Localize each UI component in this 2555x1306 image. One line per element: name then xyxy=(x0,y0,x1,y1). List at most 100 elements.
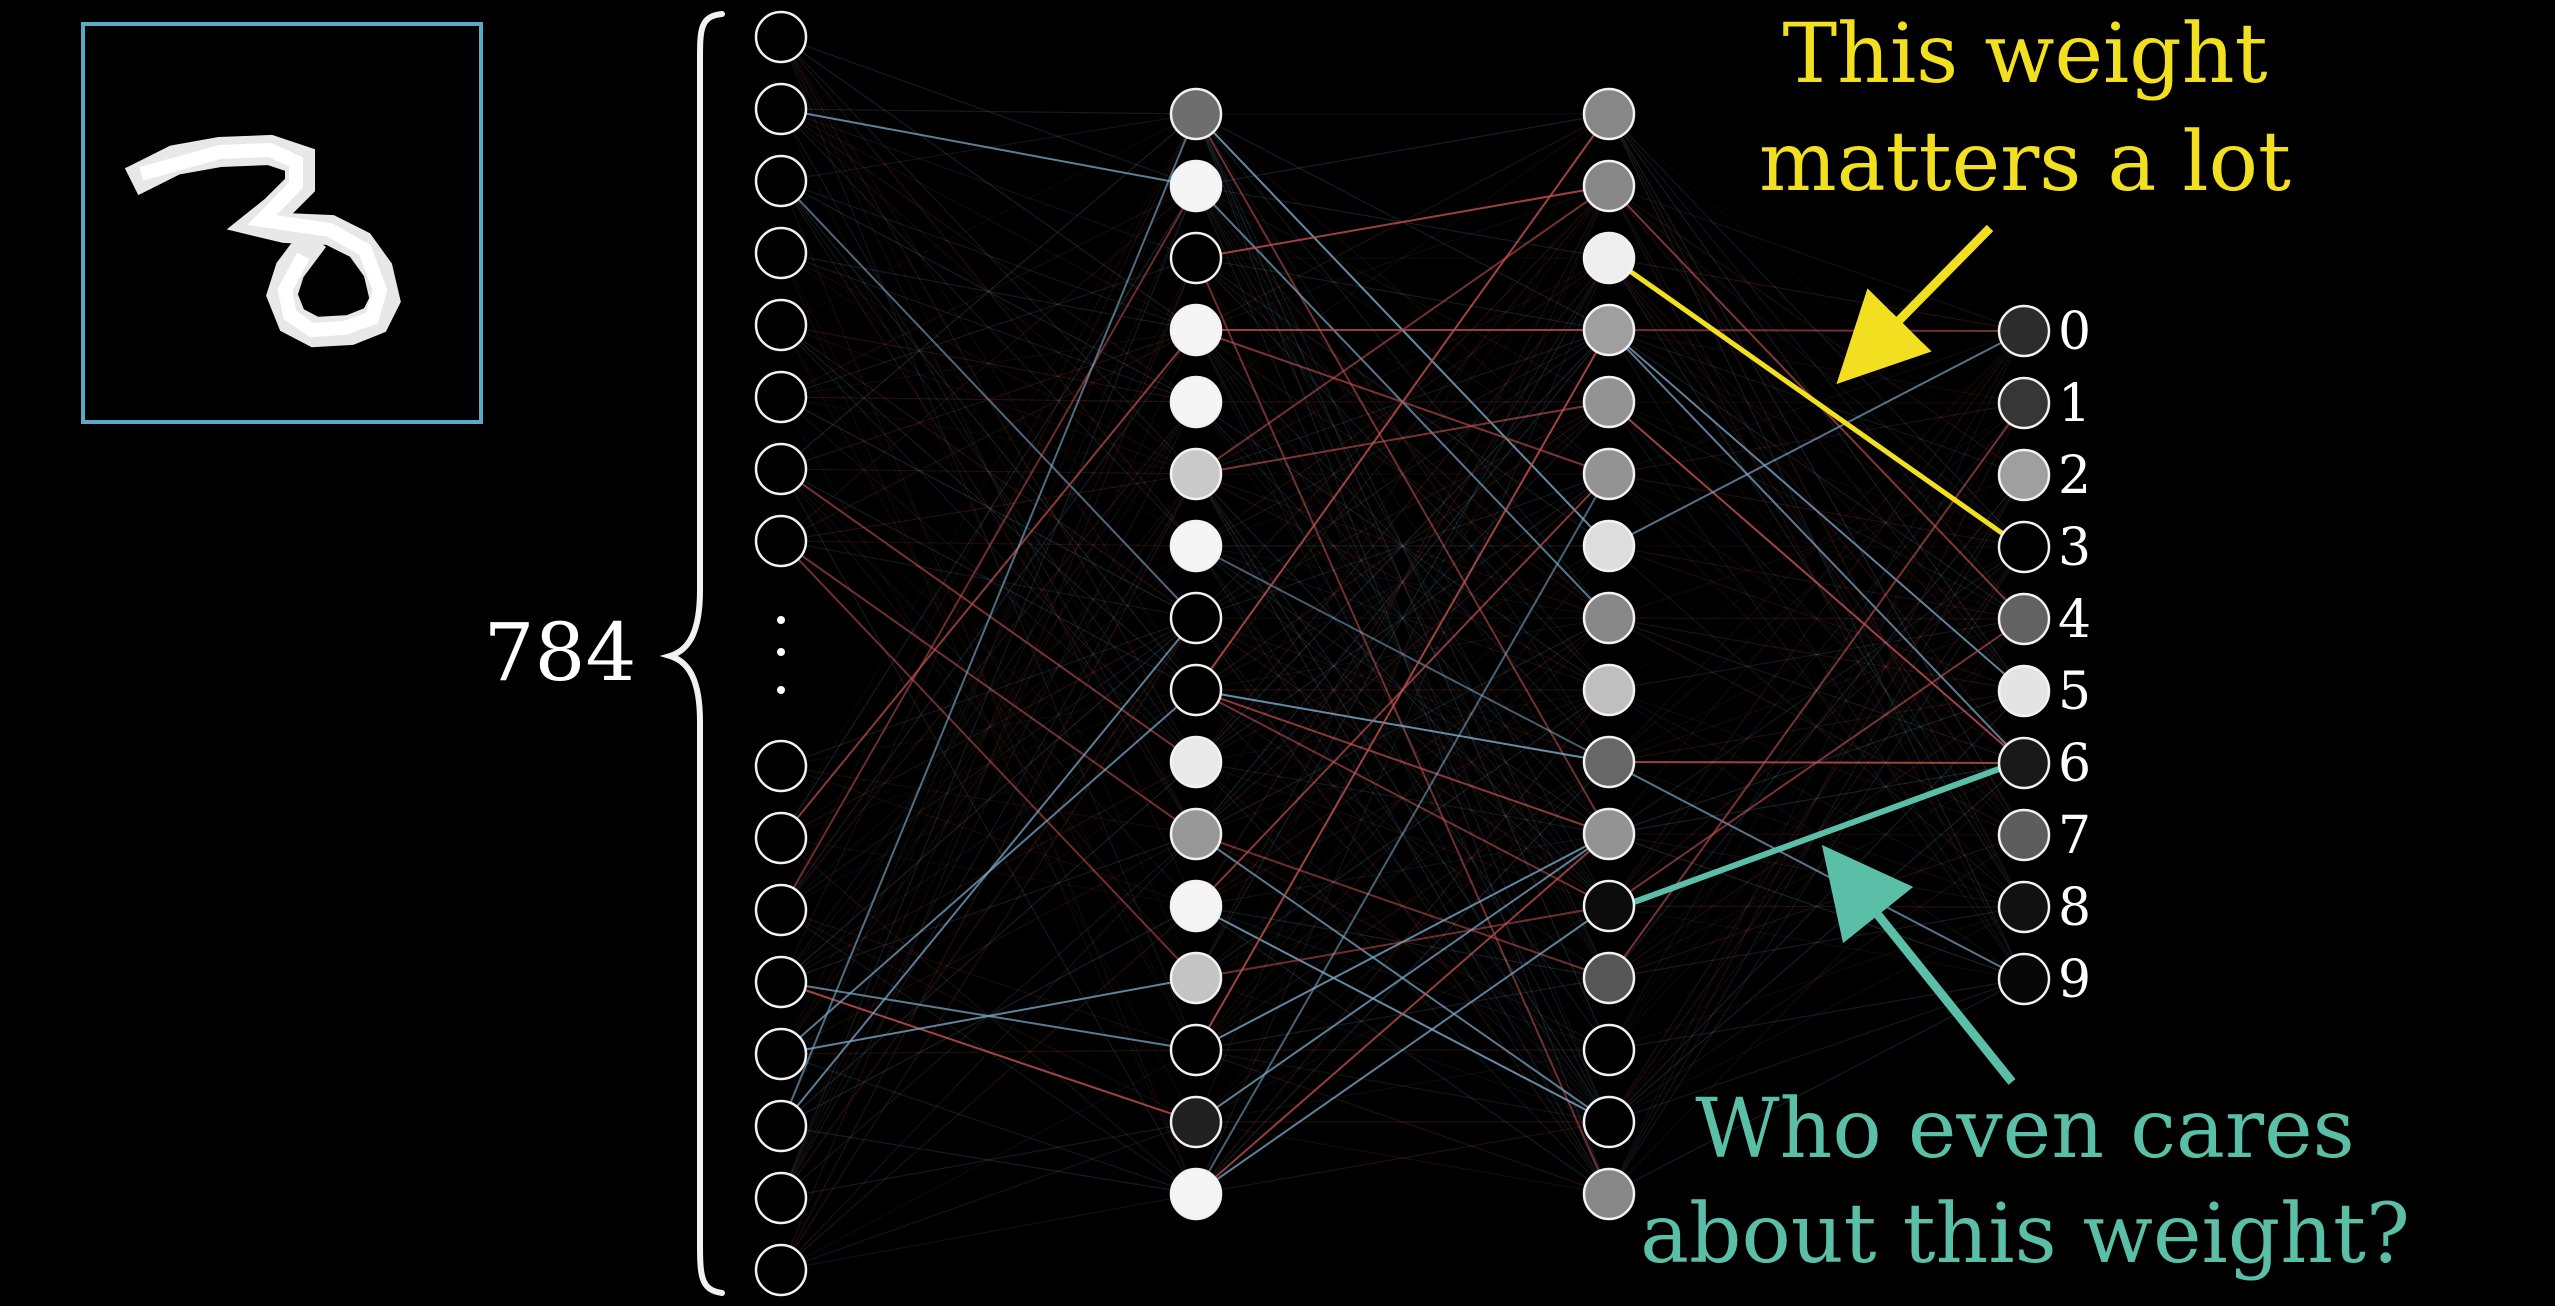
weight-edge xyxy=(1608,978,2025,1123)
weight-edge xyxy=(780,473,1197,542)
weight-edge xyxy=(1195,257,1610,763)
weight-edge xyxy=(780,113,1197,911)
input-neuron xyxy=(754,1027,808,1081)
weight-edge xyxy=(780,468,1197,475)
weight-edge xyxy=(780,617,1197,767)
weight-edge xyxy=(780,252,1197,403)
weight-edge xyxy=(1195,257,1610,907)
weight-edge xyxy=(1195,545,1610,763)
input-neuron xyxy=(754,10,808,64)
weight-edge xyxy=(780,36,1197,907)
weight-edge xyxy=(1195,401,1610,547)
weight-edge xyxy=(1608,833,2025,908)
weight-edge xyxy=(780,108,1197,547)
output-neuron xyxy=(1997,592,2051,646)
weight-edge xyxy=(780,1193,1197,1271)
weight-edge xyxy=(780,540,1197,979)
important-weight-caption-line1: This weight xyxy=(1782,7,2267,102)
weight-edge xyxy=(1608,690,2025,1123)
input-neuron xyxy=(754,955,808,1009)
weight-edge xyxy=(1195,113,1610,691)
weight-edge xyxy=(1608,762,2025,1123)
weight-edge xyxy=(780,396,1197,403)
weight-edge xyxy=(1608,185,2025,548)
weight-edge xyxy=(780,185,1197,542)
weight-edge xyxy=(1608,329,2025,980)
weight-edge xyxy=(1608,402,2025,763)
hidden2-neuron xyxy=(1582,951,1636,1005)
weight-edge xyxy=(780,180,1197,619)
weight-edge xyxy=(780,252,1197,547)
weight-edge xyxy=(1195,113,1610,1051)
hidden2-neuron xyxy=(1582,519,1636,573)
weight-edge xyxy=(1608,906,2025,1123)
hidden2-neuron xyxy=(1582,663,1636,717)
output-digit-label: 1 xyxy=(2058,374,2091,434)
output-neuron xyxy=(1997,520,2051,574)
output-digit-label: 2 xyxy=(2058,446,2091,506)
weight-edge xyxy=(1195,185,1610,1195)
output-neuron xyxy=(1997,304,2051,358)
output-neuron xyxy=(1997,952,2051,1006)
weight-edge xyxy=(780,180,1197,403)
weight-edge xyxy=(780,113,1197,182)
weight-edge xyxy=(1195,617,1610,979)
weight-edge xyxy=(780,905,1197,1127)
weight-edge xyxy=(780,1121,1197,1271)
weight-edge xyxy=(1195,401,1610,619)
weight-edge xyxy=(780,113,1197,1127)
weight-edge xyxy=(1195,761,1610,1195)
hidden1-neuron xyxy=(1169,1167,1223,1221)
weight-edge xyxy=(1195,545,1610,907)
weight-edge xyxy=(1608,330,2025,907)
weight-edge xyxy=(1608,329,2025,764)
weight-edge xyxy=(780,329,1197,398)
weight-edge xyxy=(780,689,1197,983)
weight-edge xyxy=(1195,1121,1610,1195)
weight-edge xyxy=(1608,473,2025,548)
weight-edge xyxy=(1195,545,1610,619)
weight-edge xyxy=(780,180,1197,331)
weight-edge xyxy=(780,113,1197,839)
weight-edge xyxy=(1195,833,1610,979)
weight-edge xyxy=(1195,113,1610,331)
input-neuron xyxy=(754,883,808,937)
output-neuron xyxy=(1997,664,2051,718)
weight-edge xyxy=(1608,545,2025,548)
hidden2-neuron xyxy=(1582,87,1636,141)
input-layer-brace-group: 784 xyxy=(484,11,725,1296)
weight-edge xyxy=(1608,834,2025,1123)
weight-edge xyxy=(1608,257,2025,332)
weight-edge xyxy=(780,545,1197,911)
hidden1-neuron xyxy=(1169,231,1223,285)
weight-edge xyxy=(1195,689,1610,763)
weight-edge xyxy=(1608,618,2025,691)
weight-edge xyxy=(780,617,1197,1271)
weight-edge xyxy=(780,689,1197,839)
hidden1-neuron xyxy=(1169,87,1223,141)
weight-edge xyxy=(1195,761,1610,979)
weight-edge xyxy=(1195,257,1610,475)
input-ellipsis-dots xyxy=(777,616,785,694)
input-neuron xyxy=(754,442,808,496)
weight-edge xyxy=(780,252,1197,331)
weight-edge xyxy=(1195,185,1610,475)
weight-edge xyxy=(1195,473,1610,691)
hidden2-neuron xyxy=(1582,1167,1636,1221)
weight-edge xyxy=(1608,834,2025,979)
weight-edge xyxy=(1608,474,2025,1123)
weight-edge xyxy=(780,329,1197,470)
weight-edge xyxy=(1195,689,1610,1123)
weight-edge xyxy=(780,113,1197,1199)
hidden1-neuron xyxy=(1169,159,1223,213)
weight-edge xyxy=(1195,185,1610,403)
hidden1-neuron xyxy=(1169,879,1223,933)
weight-edge xyxy=(1195,329,1610,979)
weight-edge xyxy=(780,473,1197,1199)
weight-edge xyxy=(1195,257,1610,619)
input-layer-size-label: 784 xyxy=(484,606,637,699)
hidden1-neuron xyxy=(1169,951,1223,1005)
weight-edge xyxy=(1608,329,2025,620)
weight-edge xyxy=(780,1125,1197,1195)
weight-edge xyxy=(1608,401,2025,548)
